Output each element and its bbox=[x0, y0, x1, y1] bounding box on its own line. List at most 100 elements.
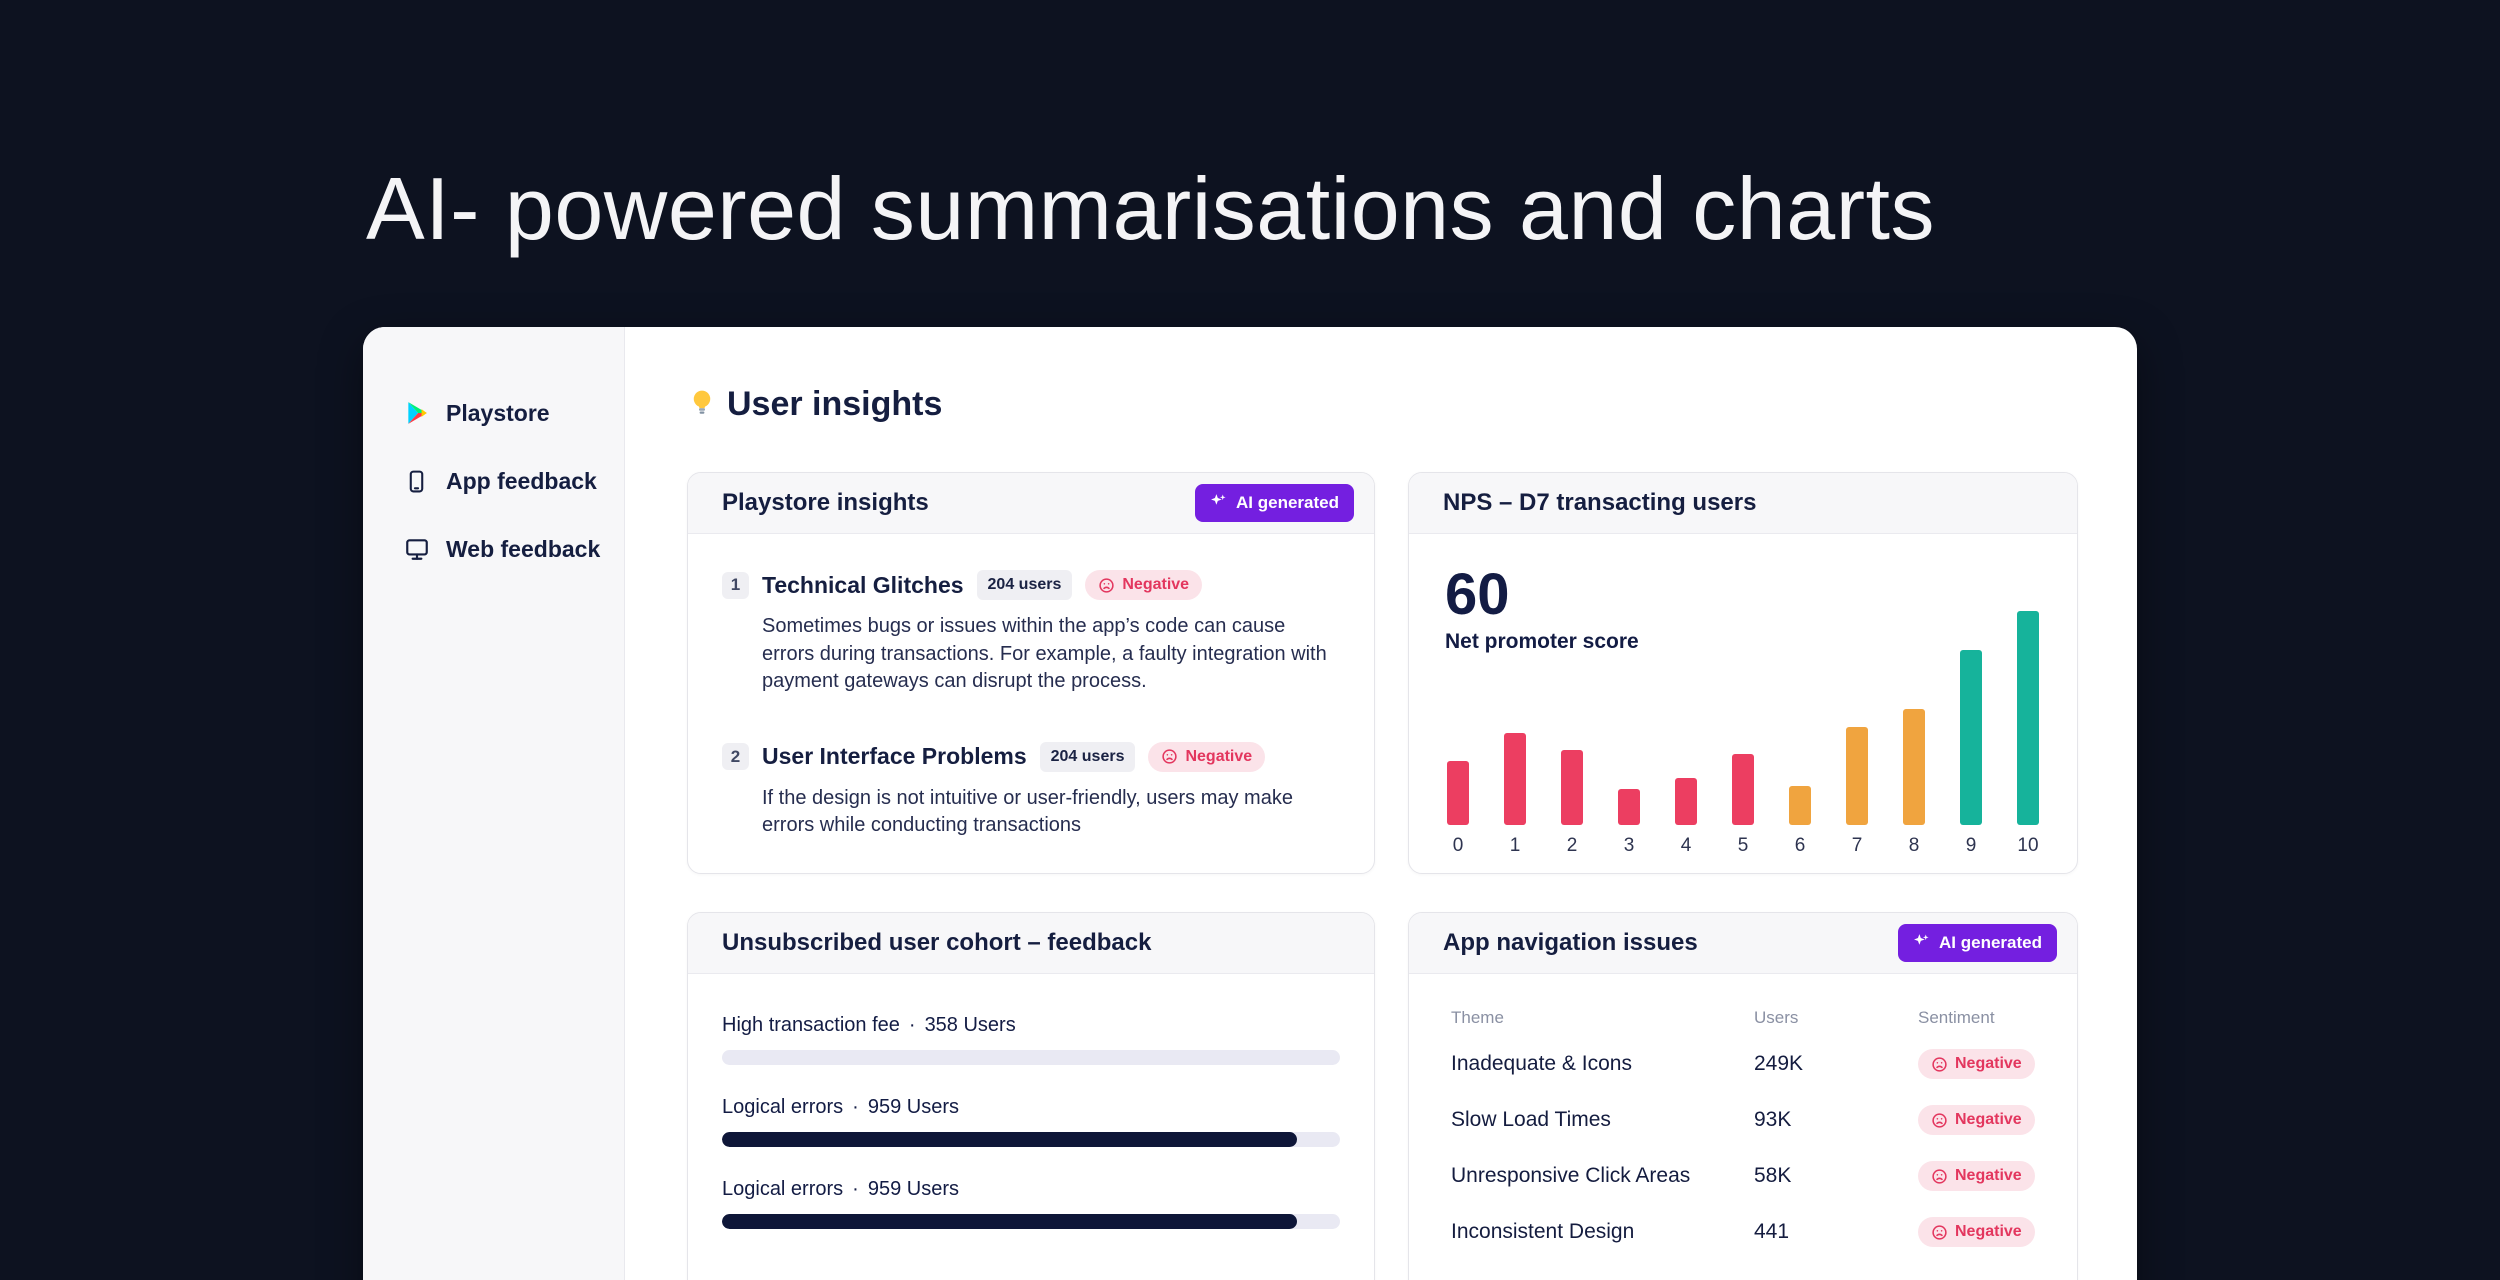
insight-number: 2 bbox=[722, 743, 749, 771]
ai-generated-label: AI generated bbox=[1236, 493, 1339, 512]
sentiment-cell: Negative bbox=[1918, 1161, 2035, 1191]
card-navigation-issues: App navigation issues AI generated bbox=[1408, 912, 2078, 1280]
nps-bar-label: 4 bbox=[1680, 835, 1692, 856]
cohort-theme: High transaction fee bbox=[722, 1014, 900, 1036]
sparkle-icon bbox=[1913, 932, 1930, 954]
sentiment-label: Negative bbox=[1955, 1055, 2022, 1072]
table-header: Theme Users Sentiment bbox=[1451, 994, 2035, 1036]
table-row: Unresponsive Click Areas 58K Negative bbox=[1451, 1148, 2035, 1204]
insight-number: 1 bbox=[722, 571, 749, 599]
negative-sentiment-badge: Negative bbox=[1918, 1161, 2035, 1191]
nps-score-label: Net promoter score bbox=[1445, 630, 1639, 653]
insight-header: 2 User Interface Problems 204 users bbox=[722, 741, 1340, 772]
card-title: Playstore insights bbox=[722, 489, 929, 516]
table-row: Slow Load Times 93K Negative bbox=[1451, 1092, 2035, 1148]
insight-header: 1 Technical Glitches 204 users bbox=[722, 570, 1340, 600]
insights-heading: User insights bbox=[687, 385, 2078, 424]
progress-track bbox=[722, 1050, 1340, 1065]
card-cohort-feedback: Unsubscribed user cohort – feedback High… bbox=[687, 912, 1375, 1280]
nps-bar: 6 bbox=[1787, 786, 1813, 857]
sidebar-item-web-feedback[interactable]: Web feedback bbox=[363, 533, 624, 565]
card-title: Unsubscribed user cohort – feedback bbox=[722, 929, 1152, 956]
phone-icon bbox=[403, 468, 430, 495]
nps-bar-label: 2 bbox=[1566, 835, 1578, 856]
card-title: App navigation issues bbox=[1443, 929, 1698, 956]
nps-bar-label: 6 bbox=[1794, 835, 1806, 856]
nps-score: 60 bbox=[1445, 562, 1510, 627]
column-header-sentiment: Sentiment bbox=[1918, 1008, 1995, 1027]
cohort-row: High transaction fee · 358 Users bbox=[722, 1014, 1340, 1065]
nps-bar-label: 0 bbox=[1452, 835, 1464, 856]
frown-icon bbox=[1099, 577, 1115, 593]
sentiment-cell: Negative bbox=[1918, 1217, 2035, 1247]
insights-title: User insights bbox=[727, 385, 943, 423]
sentiment-label: Negative bbox=[1955, 1223, 2022, 1240]
card-header: NPS – D7 transacting users bbox=[1409, 473, 2077, 534]
users-cell: 441 bbox=[1754, 1220, 1790, 1243]
card-body: High transaction fee · 358 Users Logical… bbox=[688, 974, 1374, 1280]
separator-dot: · bbox=[852, 1096, 859, 1118]
insight-item: 2 User Interface Problems 204 users bbox=[722, 741, 1340, 840]
theme-cell: Slow Load Times bbox=[1451, 1108, 1611, 1131]
page-title: AI- powered summarisations and charts bbox=[366, 159, 1935, 258]
sentiment-label: Negative bbox=[1955, 1167, 2022, 1184]
theme-cell: Inadequate & Icons bbox=[1451, 1052, 1632, 1075]
insight-description: If the design is not intuitive or user-f… bbox=[762, 786, 1293, 837]
card-body: 60 Net promoter score 0 1 2 3 4 5 6 7 8 9 10 bbox=[1409, 534, 2077, 873]
cohort-fill bbox=[722, 1214, 1297, 1229]
nps-score-block: 60 Net promoter score bbox=[1445, 566, 1639, 654]
nps-bar: 10 bbox=[2015, 611, 2041, 857]
sentiment-cell: Negative bbox=[1918, 1105, 2035, 1135]
nps-bar: 2 bbox=[1559, 750, 1585, 857]
cohort-users: 358 Users bbox=[924, 1014, 1016, 1036]
ai-generated-label: AI generated bbox=[1939, 933, 2042, 952]
cohort-label: High transaction fee · 358 Users bbox=[722, 1014, 1340, 1037]
nps-bar-label: 8 bbox=[1908, 835, 1920, 856]
separator-dot: · bbox=[852, 1178, 859, 1200]
nps-bar: 4 bbox=[1673, 778, 1699, 857]
card-nps: NPS – D7 transacting users 60 Net promot… bbox=[1408, 472, 2078, 874]
insight-title: User Interface Problems bbox=[762, 743, 1027, 770]
nps-bar-label: 10 bbox=[2017, 835, 2039, 856]
nps-bar-label: 5 bbox=[1737, 835, 1749, 856]
sidebar: Playstore App feedback bbox=[363, 327, 625, 1280]
sentiment-label: Negative bbox=[1185, 747, 1253, 765]
cohort-row: Logical errors · 959 Users bbox=[722, 1096, 1340, 1147]
negative-sentiment-badge: Negative bbox=[1918, 1049, 2035, 1079]
nps-bar-label: 1 bbox=[1509, 835, 1521, 856]
cohort-label: Logical errors · 959 Users bbox=[722, 1096, 1340, 1119]
column-header-users: Users bbox=[1754, 1008, 1799, 1027]
monitor-icon bbox=[403, 536, 430, 563]
sentiment-label: Negative bbox=[1955, 1111, 2022, 1128]
users-cell: 249K bbox=[1754, 1052, 1804, 1075]
users-count-badge: 204 users bbox=[976, 570, 1073, 600]
ai-generated-badge: AI generated bbox=[1195, 484, 1354, 522]
nps-bar: 7 bbox=[1844, 727, 1870, 857]
card-header: App navigation issues AI generated bbox=[1409, 913, 2077, 974]
dashboard-window: Playstore App feedback bbox=[363, 327, 2137, 1280]
sidebar-item-app-feedback[interactable]: App feedback bbox=[363, 465, 624, 497]
nps-bar: 1 bbox=[1502, 733, 1528, 857]
negative-sentiment-badge: Negative bbox=[1148, 741, 1266, 772]
negative-sentiment-badge: Negative bbox=[1918, 1217, 2035, 1247]
cohort-row: Logical errors · 959 Users bbox=[722, 1178, 1340, 1229]
card-body: Theme Users Sentiment Inadequate & Icons… bbox=[1409, 974, 2077, 1272]
nps-bar-label: 7 bbox=[1851, 835, 1863, 856]
cohort-label: Logical errors · 959 Users bbox=[722, 1178, 1340, 1201]
sidebar-item-playstore[interactable]: Playstore bbox=[363, 397, 624, 429]
card-playstore-insights: Playstore insights AI generated bbox=[687, 472, 1375, 874]
progress-track bbox=[722, 1214, 1340, 1229]
nps-bar-label: 3 bbox=[1623, 835, 1635, 856]
frown-icon bbox=[1932, 1112, 1947, 1128]
nps-bar: 9 bbox=[1958, 650, 1984, 857]
cohort-fill bbox=[722, 1132, 1297, 1147]
table-row: Inadequate & Icons 249K Negative bbox=[1451, 1036, 2035, 1092]
nps-bar-label: 9 bbox=[1965, 835, 1977, 856]
lightbulb-icon bbox=[687, 387, 717, 422]
card-body: 1 Technical Glitches 204 users bbox=[688, 534, 1374, 840]
users-cell: 93K bbox=[1754, 1108, 1792, 1131]
insight-item: 1 Technical Glitches 204 users bbox=[722, 570, 1340, 696]
sidebar-item-label: App feedback bbox=[446, 467, 597, 494]
sidebar-item-label: Web feedback bbox=[446, 535, 601, 562]
